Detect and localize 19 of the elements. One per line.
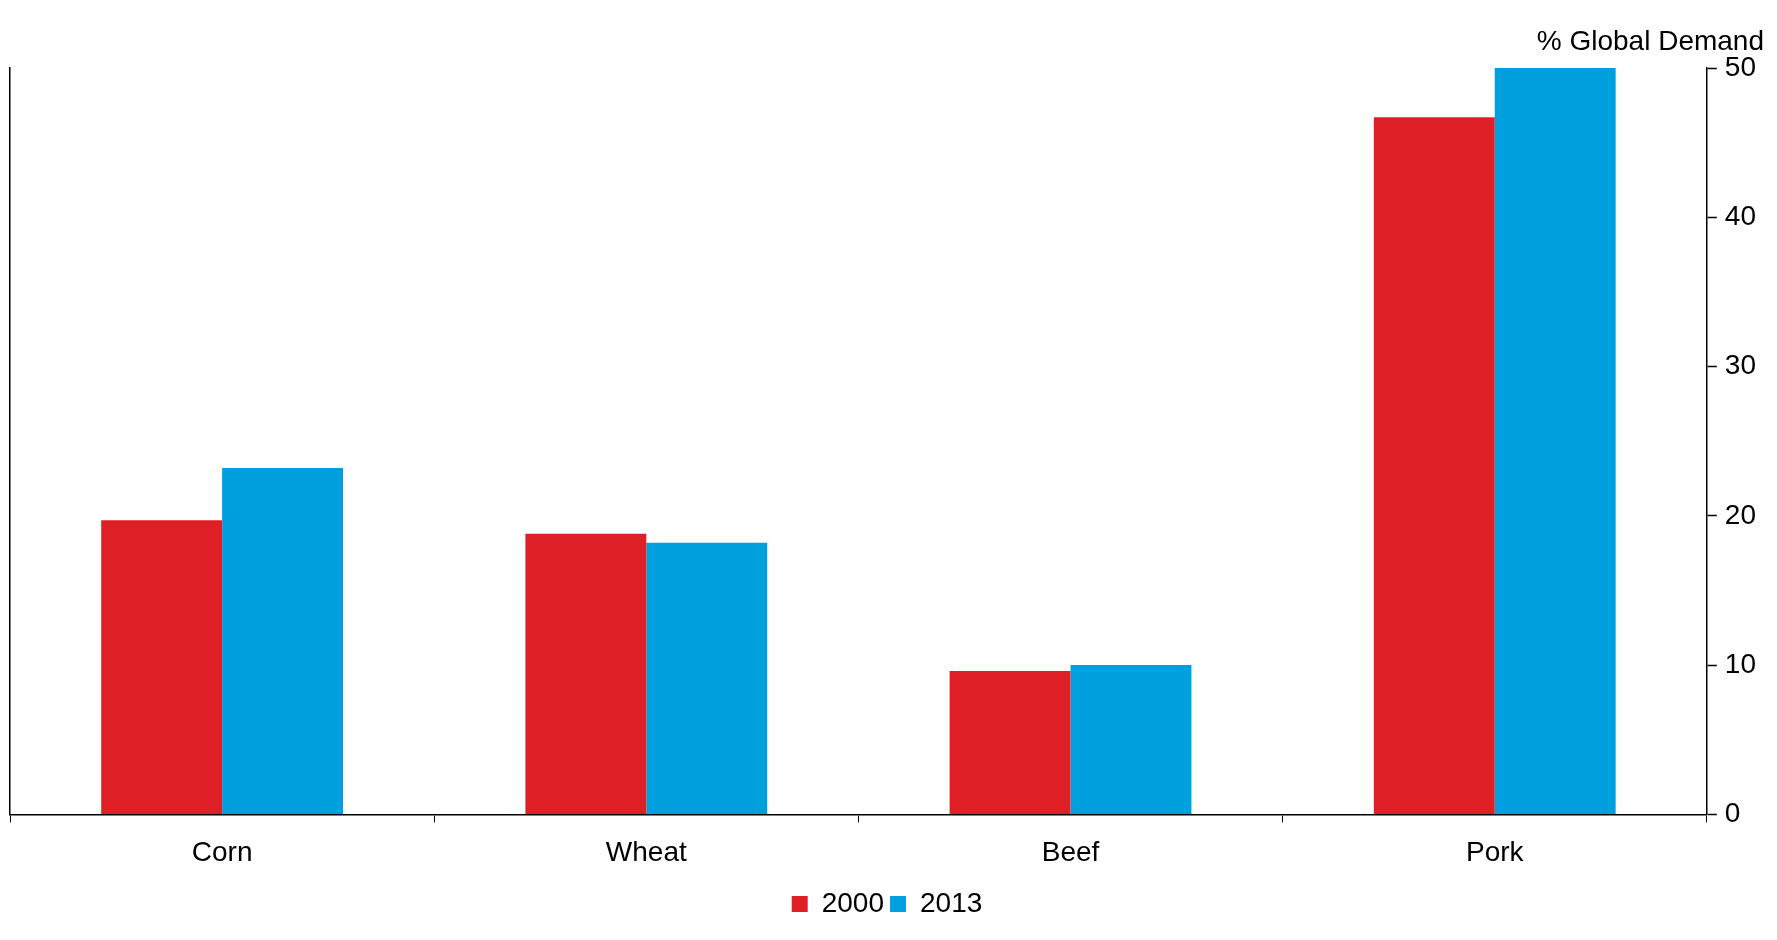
bar <box>1070 665 1192 814</box>
bar <box>525 533 647 814</box>
legend-label: 2000 <box>821 886 885 918</box>
bar <box>646 542 768 814</box>
y-tick-label: 20 <box>1724 498 1757 530</box>
bar <box>949 671 1071 814</box>
x-tick-label: Beef <box>1041 835 1100 867</box>
x-tick-label: Wheat <box>605 835 687 867</box>
x-tick-label: Corn <box>191 835 253 867</box>
bar <box>1373 117 1495 814</box>
x-tick-label: Pork <box>1465 835 1525 867</box>
bar <box>101 520 223 814</box>
y-tick-label: 30 <box>1724 349 1757 381</box>
bar <box>222 468 344 814</box>
legend-label: 2013 <box>920 886 983 918</box>
y-tick-label: 0 <box>1724 797 1741 829</box>
bar <box>1494 68 1616 814</box>
y-tick-label: 10 <box>1724 647 1757 679</box>
y-tick-label: 40 <box>1724 200 1757 231</box>
